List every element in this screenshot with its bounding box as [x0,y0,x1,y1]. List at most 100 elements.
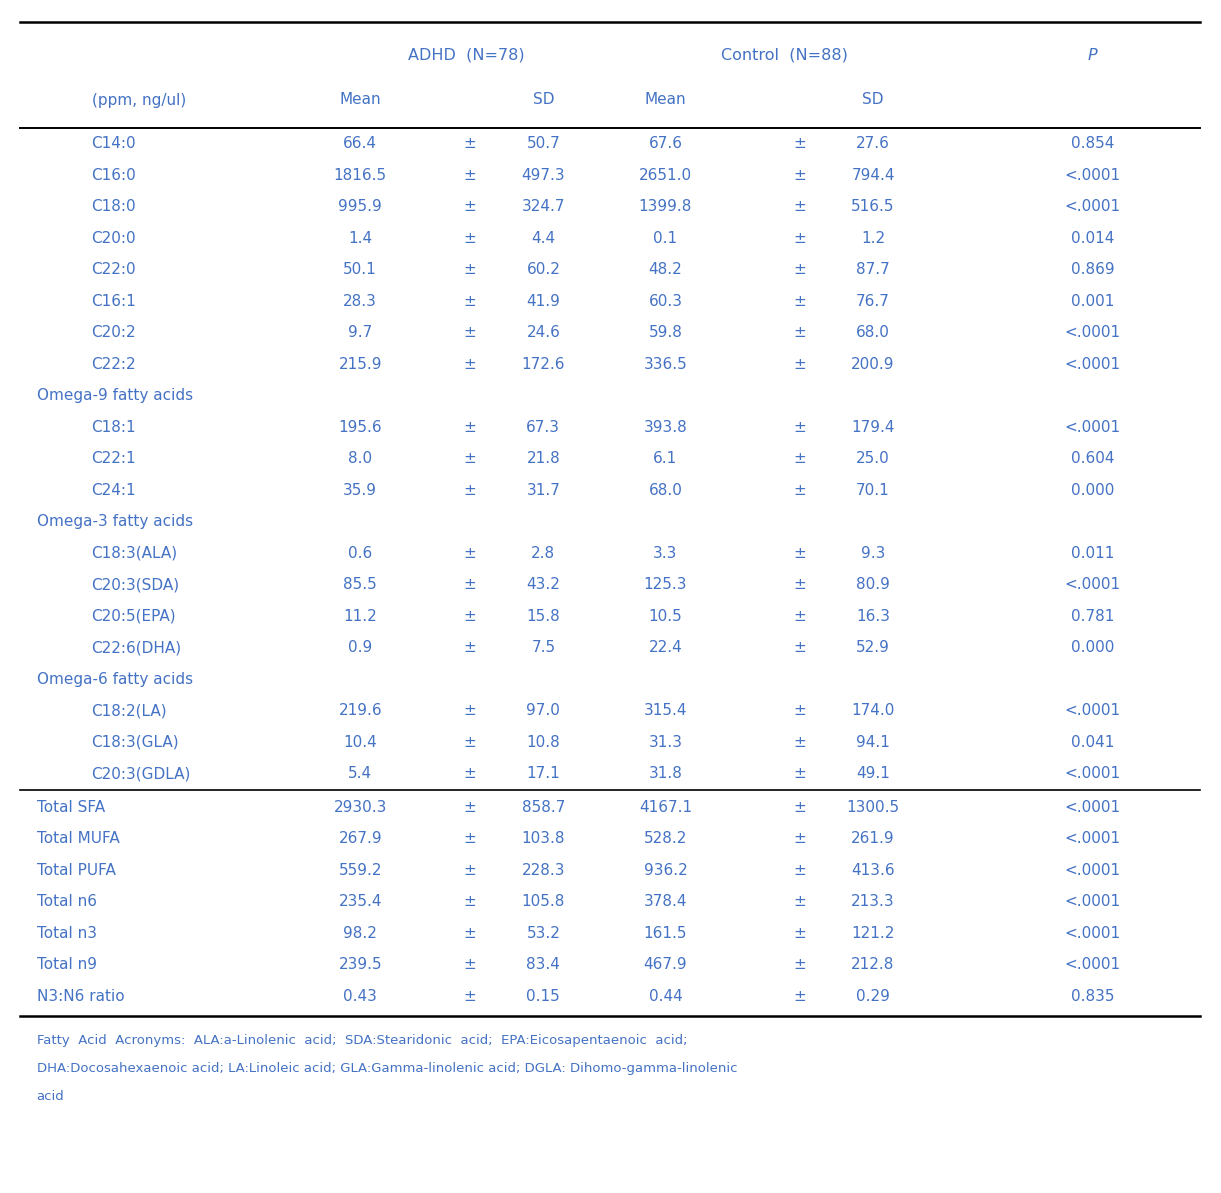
Text: ±: ± [794,799,806,815]
Text: Total n3: Total n3 [37,926,96,941]
Text: 105.8: 105.8 [521,895,565,909]
Text: C22:2: C22:2 [92,357,137,372]
Text: C20:0: C20:0 [92,230,137,246]
Text: (ppm, ng/ul): (ppm, ng/ul) [92,93,186,107]
Text: ±: ± [464,199,476,215]
Text: ±: ± [464,832,476,846]
Text: 315.4: 315.4 [643,703,687,718]
Text: SD: SD [862,93,884,107]
Text: 60.3: 60.3 [648,293,683,309]
Text: 28.3: 28.3 [343,293,377,309]
Text: 66.4: 66.4 [343,136,377,152]
Text: Mean: Mean [339,93,381,107]
Text: 393.8: 393.8 [643,420,687,434]
Text: 24.6: 24.6 [526,326,560,340]
Text: 239.5: 239.5 [338,957,382,972]
Text: 174.0: 174.0 [851,703,895,718]
Text: 0.011: 0.011 [1071,545,1115,561]
Text: 413.6: 413.6 [851,863,895,878]
Text: Omega-9 fatty acids: Omega-9 fatty acids [37,388,193,403]
Text: 235.4: 235.4 [338,895,382,909]
Text: 528.2: 528.2 [643,832,687,846]
Text: ±: ± [794,863,806,878]
Text: 4167.1: 4167.1 [639,799,692,815]
Text: <.0001: <.0001 [1065,863,1121,878]
Text: <.0001: <.0001 [1065,577,1121,592]
Text: 35.9: 35.9 [343,483,377,497]
Text: 6.1: 6.1 [653,451,678,466]
Text: 0.1: 0.1 [653,230,678,246]
Text: 53.2: 53.2 [526,926,560,941]
Text: 67.6: 67.6 [648,136,683,152]
Text: 0.869: 0.869 [1071,262,1115,277]
Text: 0.604: 0.604 [1071,451,1115,466]
Text: ±: ± [464,262,476,277]
Text: ±: ± [464,641,476,655]
Text: C20:3(GDLA): C20:3(GDLA) [92,766,190,781]
Text: 378.4: 378.4 [643,895,687,909]
Text: <.0001: <.0001 [1065,420,1121,434]
Text: 59.8: 59.8 [648,326,683,340]
Text: 16.3: 16.3 [856,608,890,624]
Text: <.0001: <.0001 [1065,357,1121,372]
Text: 9.7: 9.7 [348,326,372,340]
Text: 2.8: 2.8 [531,545,556,561]
Text: 98.2: 98.2 [343,926,377,941]
Text: 267.9: 267.9 [338,832,382,846]
Text: 31.7: 31.7 [526,483,560,497]
Text: ±: ± [794,577,806,592]
Text: <.0001: <.0001 [1065,766,1121,781]
Text: ±: ± [464,483,476,497]
Text: ±: ± [464,926,476,941]
Text: 15.8: 15.8 [526,608,560,624]
Text: 336.5: 336.5 [643,357,687,372]
Text: 43.2: 43.2 [526,577,560,592]
Text: 125.3: 125.3 [643,577,687,592]
Text: ±: ± [464,357,476,372]
Text: ±: ± [794,735,806,749]
Text: 41.9: 41.9 [526,293,560,309]
Text: 0.29: 0.29 [856,989,890,1003]
Text: 1300.5: 1300.5 [846,799,900,815]
Text: C20:5(EPA): C20:5(EPA) [92,608,176,624]
Text: Total n6: Total n6 [37,895,96,909]
Text: ±: ± [464,420,476,434]
Text: DHA:Docosahexaenoic acid; LA:Linoleic acid; GLA:Gamma-linolenic acid; DGLA: Diho: DHA:Docosahexaenoic acid; LA:Linoleic ac… [37,1062,737,1075]
Text: ±: ± [794,608,806,624]
Text: Omega-6 fatty acids: Omega-6 fatty acids [37,672,193,687]
Text: <.0001: <.0001 [1065,832,1121,846]
Text: 3.3: 3.3 [653,545,678,561]
Text: C14:0: C14:0 [92,136,137,152]
Text: 68.0: 68.0 [648,483,683,497]
Text: <.0001: <.0001 [1065,799,1121,815]
Text: C18:1: C18:1 [92,420,137,434]
Text: C22:6(DHA): C22:6(DHA) [92,641,182,655]
Text: 215.9: 215.9 [338,357,382,372]
Text: 10.8: 10.8 [526,735,560,749]
Text: ±: ± [464,895,476,909]
Text: C18:3(ALA): C18:3(ALA) [92,545,178,561]
Text: ±: ± [794,420,806,434]
Text: 172.6: 172.6 [521,357,565,372]
Text: C16:0: C16:0 [92,168,137,183]
Text: ±: ± [464,766,476,781]
Text: ±: ± [794,451,806,466]
Text: ±: ± [794,136,806,152]
Text: Total PUFA: Total PUFA [37,863,116,878]
Text: 80.9: 80.9 [856,577,890,592]
Text: 0.6: 0.6 [348,545,372,561]
Text: <.0001: <.0001 [1065,703,1121,718]
Text: ±: ± [794,832,806,846]
Text: ±: ± [794,483,806,497]
Text: ±: ± [794,957,806,972]
Text: acid: acid [37,1090,65,1104]
Text: 21.8: 21.8 [526,451,560,466]
Text: 50.1: 50.1 [343,262,377,277]
Text: ±: ± [464,230,476,246]
Text: 0.000: 0.000 [1071,641,1115,655]
Text: C18:0: C18:0 [92,199,137,215]
Text: 200.9: 200.9 [851,357,895,372]
Text: <.0001: <.0001 [1065,199,1121,215]
Text: 0.014: 0.014 [1071,230,1115,246]
Text: 76.7: 76.7 [856,293,890,309]
